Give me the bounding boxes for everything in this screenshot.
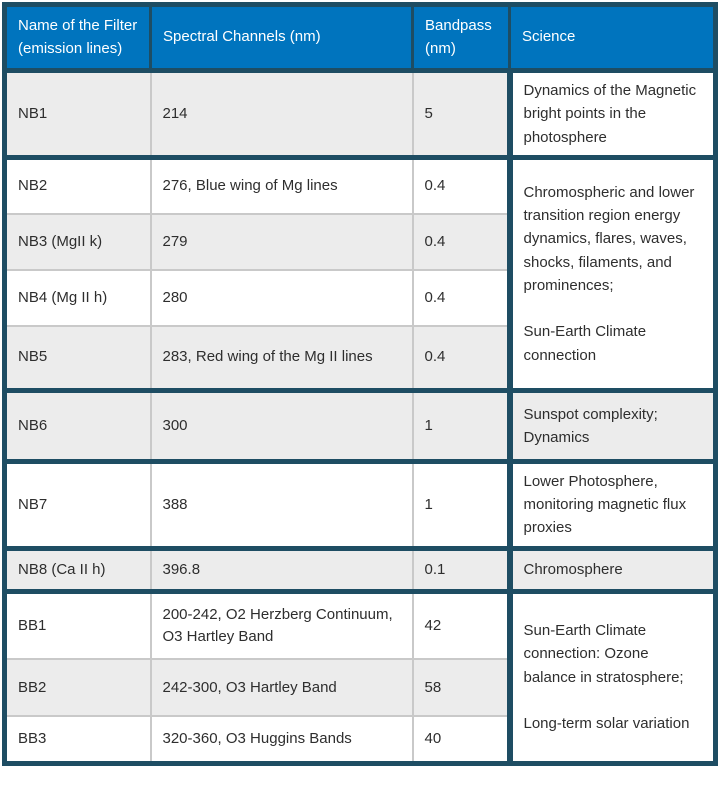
filter-group-bb1-bb3: BB1 200-242, O2 Herzberg Continuum, O3 H… bbox=[4, 588, 716, 764]
filter-group-nb8: NB8 (Ca II h) 396.8 0.1 Chromosphere bbox=[4, 545, 716, 592]
cell-science: Dynamics of the Magnetic bright points i… bbox=[506, 70, 716, 158]
column-header-bandpass: Bandpass (nm) bbox=[411, 4, 510, 73]
cell-science: Chromosphere bbox=[506, 545, 716, 592]
header-row: Name of the Filter (emission lines) Spec… bbox=[4, 4, 716, 73]
column-header-science: Science bbox=[508, 4, 716, 73]
cell-bandpass: 42 bbox=[412, 588, 510, 660]
cell-filter-name: NB5 bbox=[4, 325, 152, 391]
cell-bandpass: 1 bbox=[412, 458, 510, 549]
cell-spectral-channels: 200-242, O2 Herzberg Continuum, O3 Hartl… bbox=[150, 588, 414, 660]
cell-filter-name: NB4 (Mg II h) bbox=[4, 269, 152, 327]
cell-filter-name: NB2 bbox=[4, 154, 152, 215]
cell-filter-name: NB7 bbox=[4, 458, 152, 549]
table-row: NB5 283, Red wing of the Mg II lines 0.4 bbox=[4, 325, 716, 391]
cell-spectral-channels: 283, Red wing of the Mg II lines bbox=[150, 325, 414, 391]
filter-table: Name of the Filter (emission lines) Spec… bbox=[2, 2, 718, 766]
cell-bandpass: 0.4 bbox=[412, 269, 510, 327]
cell-spectral-channels: 396.8 bbox=[150, 545, 414, 592]
filter-group-nb7: NB7 388 1 Lower Photosphere, monitoring … bbox=[4, 458, 716, 549]
cell-bandpass: 0.4 bbox=[412, 154, 510, 215]
table-row: NB4 (Mg II h) 280 0.4 bbox=[4, 269, 716, 327]
filter-group-nb6: NB6 300 1 Sunspot complexity; Dynamics bbox=[4, 387, 716, 462]
cell-spectral-channels: 279 bbox=[150, 213, 414, 271]
cell-filter-name: NB3 (MgII k) bbox=[4, 213, 152, 271]
cell-bandpass: 0.4 bbox=[412, 325, 510, 391]
cell-filter-name: NB6 bbox=[4, 387, 152, 462]
cell-filter-name: NB8 (Ca II h) bbox=[4, 545, 152, 592]
table-row: NB6 300 1 Sunspot complexity; Dynamics bbox=[4, 387, 716, 462]
cell-bandpass: 0.4 bbox=[412, 213, 510, 271]
cell-spectral-channels: 300 bbox=[150, 387, 414, 462]
cell-filter-name: BB2 bbox=[4, 658, 152, 717]
filter-group-nb1: NB1 214 5 Dynamics of the Magnetic brigh… bbox=[4, 70, 716, 158]
cell-filter-name: BB3 bbox=[4, 715, 152, 764]
cell-bandpass: 1 bbox=[412, 387, 510, 462]
table-header: Name of the Filter (emission lines) Spec… bbox=[4, 4, 716, 73]
cell-bandpass: 0.1 bbox=[412, 545, 510, 592]
table-row: NB7 388 1 Lower Photosphere, monitoring … bbox=[4, 458, 716, 549]
table-row: BB3 320-360, O3 Huggins Bands 40 bbox=[4, 715, 716, 764]
cell-spectral-channels: 242-300, O3 Hartley Band bbox=[150, 658, 414, 717]
cell-bandpass: 5 bbox=[412, 70, 510, 158]
cell-bandpass: 40 bbox=[412, 715, 510, 764]
cell-spectral-channels: 276, Blue wing of Mg lines bbox=[150, 154, 414, 215]
table-row: NB2 276, Blue wing of Mg lines 0.4 Chrom… bbox=[4, 154, 716, 391]
cell-science: Chromospheric and lower transition regio… bbox=[506, 154, 716, 391]
table-row: NB1 214 5 Dynamics of the Magnetic brigh… bbox=[4, 70, 716, 158]
cell-science: Lower Photosphere, monitoring magnetic f… bbox=[506, 458, 716, 549]
filter-group-nb2-nb5: NB2 276, Blue wing of Mg lines 0.4 Chrom… bbox=[4, 154, 716, 391]
cell-spectral-channels: 320-360, O3 Huggins Bands bbox=[150, 715, 414, 764]
table-row: BB1 200-242, O2 Herzberg Continuum, O3 H… bbox=[4, 588, 716, 764]
cell-filter-name: NB1 bbox=[4, 70, 152, 158]
table-row: BB2 242-300, O3 Hartley Band 58 bbox=[4, 658, 716, 717]
column-header-filter-name: Name of the Filter (emission lines) bbox=[4, 4, 151, 73]
column-header-spectral-channels: Spectral Channels (nm) bbox=[149, 4, 413, 73]
cell-science: Sun-Earth Climate connection: Ozone bala… bbox=[506, 588, 716, 764]
cell-spectral-channels: 214 bbox=[150, 70, 414, 158]
cell-spectral-channels: 280 bbox=[150, 269, 414, 327]
cell-bandpass: 58 bbox=[412, 658, 510, 717]
cell-spectral-channels: 388 bbox=[150, 458, 414, 549]
cell-filter-name: BB1 bbox=[4, 588, 152, 660]
table-row: NB8 (Ca II h) 396.8 0.1 Chromosphere bbox=[4, 545, 716, 592]
cell-science: Sunspot complexity; Dynamics bbox=[506, 387, 716, 462]
table-row: NB3 (MgII k) 279 0.4 bbox=[4, 213, 716, 271]
